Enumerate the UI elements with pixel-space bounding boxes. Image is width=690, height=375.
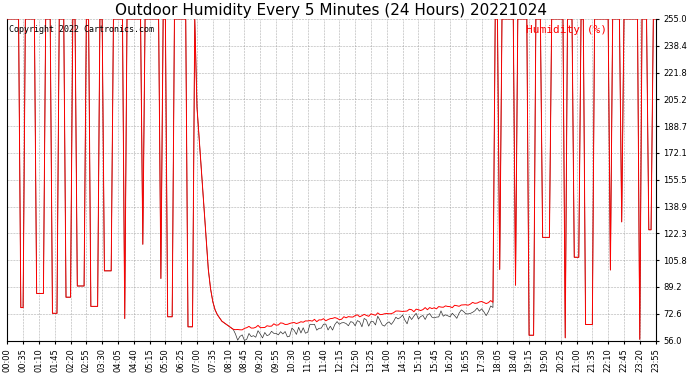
Text: Copyright 2022 Cartronics.com: Copyright 2022 Cartronics.com (8, 26, 154, 34)
Title: Outdoor Humidity Every 5 Minutes (24 Hours) 20221024: Outdoor Humidity Every 5 Minutes (24 Hou… (115, 3, 547, 18)
Text: Humidity (%): Humidity (%) (526, 26, 607, 35)
